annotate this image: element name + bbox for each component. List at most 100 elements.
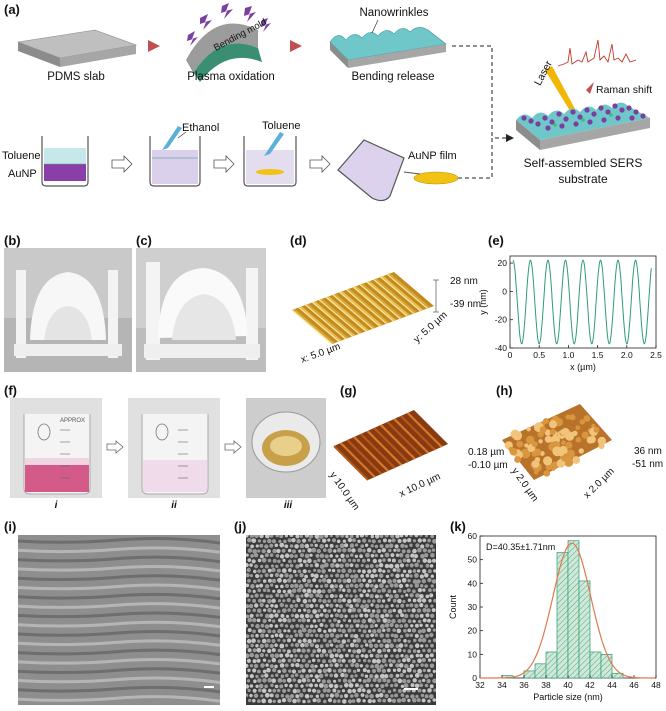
- sem-j-particle: [314, 674, 319, 679]
- sem-j-particle: [248, 603, 254, 609]
- sem-j-particle: [371, 609, 376, 613]
- sem-j-particle: [392, 589, 397, 594]
- sem-j-particle: [381, 579, 387, 584]
- raman-spectrum: [557, 39, 637, 67]
- sem-j-particle: [407, 608, 411, 613]
- sem-j-particle: [360, 624, 365, 629]
- sem-j-particle: [302, 549, 306, 553]
- sem-j-particle: [427, 658, 432, 662]
- sem-j-particle: [307, 538, 312, 542]
- sem-j-particle: [302, 559, 307, 564]
- sem-j-particle: [345, 603, 350, 607]
- sem-j-particle: [377, 639, 381, 643]
- afm-h-grain: [531, 441, 538, 448]
- sem-j-particle: [329, 663, 334, 668]
- sem-j-particle: [390, 694, 394, 698]
- sem-j-particle: [397, 598, 402, 604]
- sem-j-particle: [392, 568, 397, 572]
- sem-j-particle: [284, 553, 290, 558]
- sem-j-particle: [412, 678, 417, 683]
- sem-j-particle: [269, 543, 274, 548]
- sem-j-particle: [345, 584, 350, 589]
- sem-j-particle: [377, 649, 382, 654]
- sem-j-particle: [397, 619, 402, 623]
- sem-j-particle: [341, 689, 346, 693]
- sem-j-particle: [328, 683, 334, 689]
- sem-j-particle: [433, 688, 436, 692]
- sem-j-particle: [320, 693, 325, 698]
- sem-j-particle: [352, 619, 357, 623]
- sem-j-particle: [404, 654, 409, 659]
- sem-j-particle: [262, 678, 267, 683]
- sem-j-particle: [337, 578, 342, 583]
- sem-j-particle: [371, 587, 377, 593]
- afm-d-ridge-highlight: [298, 306, 340, 342]
- afm-d-ridge: [326, 296, 369, 332]
- sem-j-particle: [255, 633, 259, 638]
- sem-j-particle: [419, 564, 423, 568]
- sem-j-particle: [405, 583, 409, 588]
- sem-j-particle: [252, 698, 256, 703]
- sem-j-particle: [249, 652, 255, 658]
- sem-j-particle: [351, 658, 356, 663]
- sem-j-particle: [330, 623, 335, 628]
- sem-j-particle: [259, 613, 263, 617]
- sem-j-particle: [422, 558, 428, 563]
- afm-h-grain: [572, 430, 578, 436]
- sem-j-particle: [360, 604, 365, 609]
- sem-j-particle: [378, 573, 384, 578]
- sem-j-particle: [380, 624, 385, 629]
- afm-g-ridge: [339, 442, 376, 478]
- sem-j-particle: [267, 629, 272, 634]
- sem-j-particle: [284, 604, 289, 608]
- sem-j-particle: [317, 609, 321, 613]
- sem-j-particle: [409, 535, 413, 537]
- sem-j-particle: [262, 579, 267, 583]
- sem-j-particle: [332, 588, 336, 592]
- sem-j-particle: [317, 669, 322, 674]
- sem-j-particle: [384, 683, 389, 687]
- sem-j-particle: [347, 608, 352, 613]
- chart-k-xtick-label: 46: [629, 680, 639, 690]
- sem-j-particle: [407, 628, 412, 633]
- sem-j-particle: [279, 573, 284, 578]
- sem-j-particle: [257, 588, 262, 593]
- sem-j-particle: [425, 613, 430, 618]
- afm-g-ridge: [353, 436, 389, 472]
- sem-j-particle: [250, 623, 254, 628]
- sem-j-particle: [432, 638, 436, 643]
- sem-i-wrinkle: [18, 546, 220, 554]
- sem-j-particle: [345, 594, 349, 598]
- sem-j-particle: [334, 692, 340, 698]
- sem-j-particle: [327, 649, 333, 654]
- sem-j-particle: [312, 578, 317, 583]
- sem-j-particle: [256, 608, 262, 613]
- sem-j-particle: [370, 553, 375, 558]
- sem-j-particle: [402, 678, 407, 684]
- sem-j-particle: [255, 623, 260, 629]
- sem-j-particle: [334, 584, 339, 589]
- sem-j-particle: [302, 598, 308, 604]
- sem-j-particle: [412, 558, 417, 563]
- beaker-tilted: [337, 139, 459, 202]
- sem-j-particle: [387, 589, 392, 594]
- sem-j-particle: [420, 553, 425, 559]
- sem-j-particle: [414, 535, 419, 538]
- sem-j-particle: [366, 689, 371, 694]
- sem-j-particle: [360, 654, 364, 658]
- sem-j-particle: [400, 573, 405, 578]
- sem-j-particle: [333, 679, 337, 683]
- sem-j-particle: [279, 594, 284, 598]
- sem-j-particle: [417, 668, 422, 674]
- sem-j-particle: [305, 624, 309, 628]
- arrow-2: [290, 40, 302, 52]
- sem-j-particle: [371, 668, 377, 674]
- sem-j-particle: [414, 683, 420, 689]
- sem-j-particle: [363, 639, 367, 643]
- sem-j-particle: [350, 674, 354, 679]
- sem-j-particle: [246, 535, 249, 538]
- sem-j-particle: [277, 659, 282, 664]
- afm-d-ridge: [332, 293, 376, 329]
- afm-g-ridge: [406, 412, 443, 448]
- sem-j-particle: [267, 659, 271, 663]
